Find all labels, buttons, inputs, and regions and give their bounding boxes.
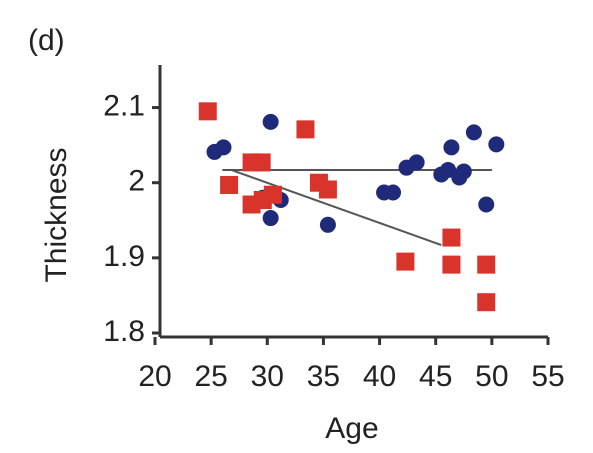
y-tick-label: 2 (128, 165, 145, 198)
point (318, 180, 337, 199)
point (385, 184, 402, 201)
x-tick-label: 40 (363, 360, 396, 393)
y-tick-label: 2.1 (103, 89, 145, 122)
x-axis-label: Age (325, 412, 378, 445)
x-tick-label: 25 (194, 360, 227, 393)
point (252, 153, 271, 172)
y-tick-label: 1.8 (103, 315, 145, 348)
point (198, 102, 217, 121)
point (262, 113, 279, 130)
point (220, 175, 239, 194)
point (263, 185, 282, 204)
point (396, 252, 415, 271)
x-tick-label: 55 (531, 360, 564, 393)
point (488, 136, 505, 153)
y-axis-label: Thickness (40, 147, 73, 282)
y-tick-label: 1.9 (103, 240, 145, 273)
point (477, 293, 496, 312)
point (443, 139, 460, 156)
x-tick-label: 50 (475, 360, 508, 393)
point (442, 255, 461, 274)
point (455, 163, 472, 180)
x-tick-label: 20 (138, 360, 171, 393)
point (478, 196, 495, 213)
point (465, 124, 482, 141)
point (296, 120, 315, 139)
point (408, 154, 425, 171)
point (319, 216, 336, 233)
fit-line (231, 168, 442, 247)
x-tick-label: 45 (419, 360, 452, 393)
panel-label: (d) (28, 24, 65, 57)
x-tick-label: 30 (251, 360, 284, 393)
x-tick-label: 35 (307, 360, 340, 393)
point (262, 210, 279, 227)
point (215, 139, 232, 156)
point (440, 161, 457, 178)
point (442, 228, 461, 247)
point (477, 255, 496, 274)
